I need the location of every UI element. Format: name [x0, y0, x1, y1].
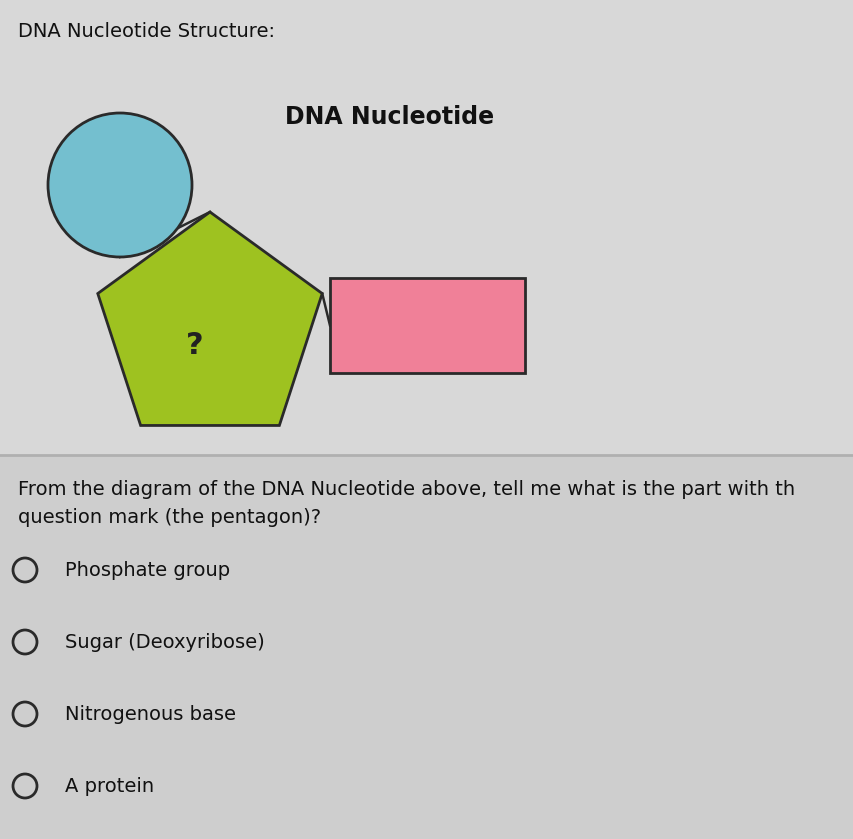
Text: Nitrogenous base: Nitrogenous base	[65, 705, 235, 723]
Text: A protein: A protein	[65, 777, 154, 795]
Text: From the diagram of the DNA Nucleotide above, tell me what is the part with th: From the diagram of the DNA Nucleotide a…	[18, 480, 794, 499]
Text: Phosphate group: Phosphate group	[65, 560, 229, 580]
Polygon shape	[97, 212, 322, 425]
Circle shape	[48, 113, 192, 257]
Text: ?: ?	[186, 331, 204, 359]
Text: question mark (the pentagon)?: question mark (the pentagon)?	[18, 508, 321, 527]
Bar	[329, 278, 525, 373]
Text: DNA Nucleotide: DNA Nucleotide	[285, 105, 494, 129]
Bar	[0, 0, 853, 455]
Bar	[0, 455, 853, 839]
Text: DNA Nucleotide Structure:: DNA Nucleotide Structure:	[18, 22, 275, 41]
Text: Sugar (Deoxyribose): Sugar (Deoxyribose)	[65, 633, 264, 652]
